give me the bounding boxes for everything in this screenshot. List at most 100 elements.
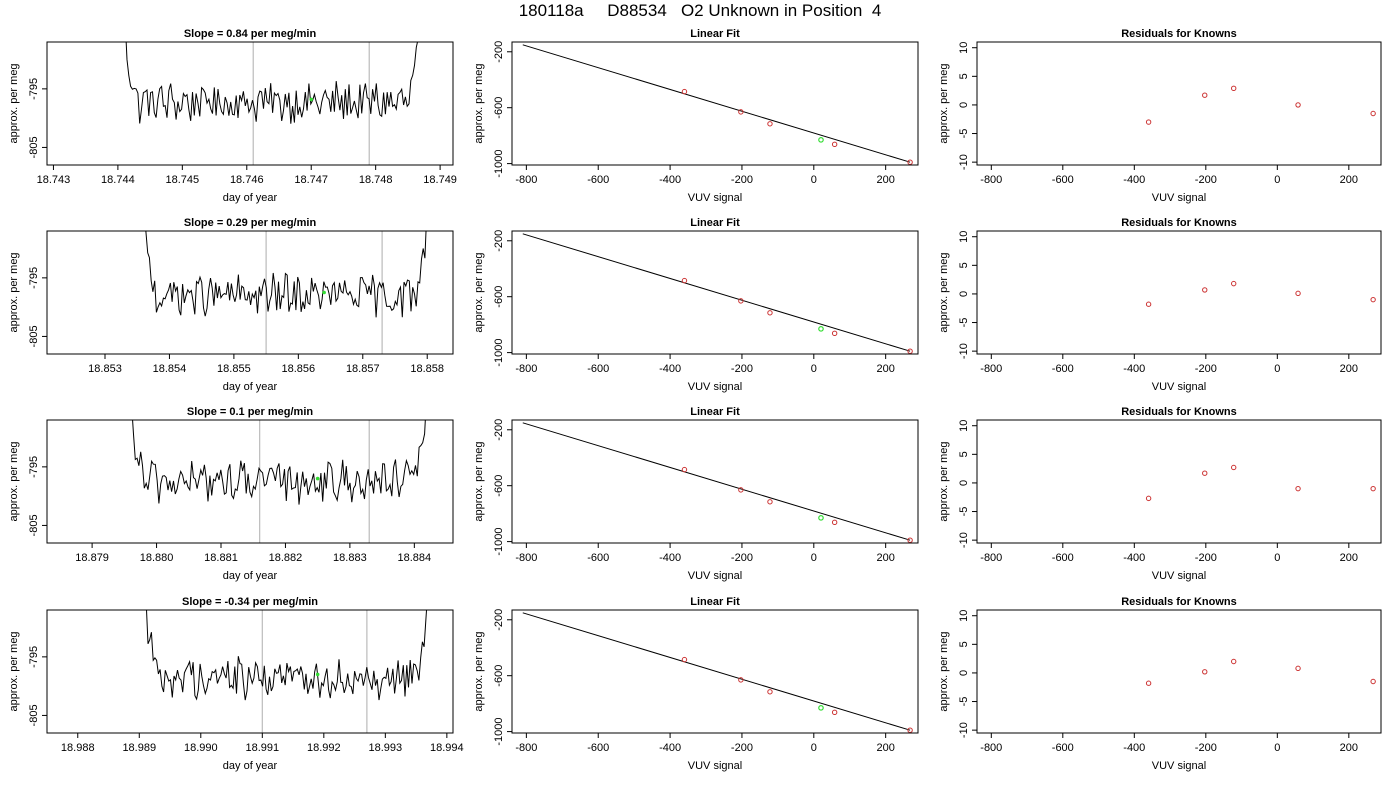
known-point <box>907 348 913 354</box>
x-tick-label: -600 <box>1052 552 1074 564</box>
y-tick-label: 0 <box>958 480 970 486</box>
plot-area <box>1145 464 1376 502</box>
y-tick-label: -200 <box>493 230 505 252</box>
x-tick-label: 18.747 <box>294 174 328 186</box>
unknown-point <box>818 326 824 332</box>
unknown-point <box>315 672 320 677</box>
panel-title: Slope = 0.1 per meg/min <box>187 406 314 418</box>
y-tick-label: -10 <box>958 722 970 738</box>
x-tick-label: 18.882 <box>269 552 303 564</box>
y-axis-label: approx. per meg <box>473 252 485 332</box>
y-tick-label: -600 <box>493 97 505 119</box>
residual-point <box>1231 464 1237 471</box>
x-axis-label: VUV signal <box>1152 381 1206 393</box>
unknown-point <box>818 515 824 521</box>
known-point <box>681 656 688 663</box>
x-axis-label: VUV signal <box>688 760 742 772</box>
x-tick-label: -600 <box>587 552 609 564</box>
panel-frame <box>511 41 919 166</box>
panel-4-1: Slope = -0.34 per meg/min 18.988 18.989 18.… <box>8 596 464 772</box>
x-tick-label: 0 <box>811 552 817 564</box>
panel-frame <box>46 230 454 355</box>
signal-trace <box>146 610 428 701</box>
y-axis-label: approx. per meg <box>473 631 485 711</box>
y-tick-label: -200 <box>493 419 505 441</box>
x-tick-label: 0 <box>811 363 817 375</box>
plot-area <box>522 44 913 165</box>
residual-point <box>1202 287 1208 293</box>
x-tick-label: -800 <box>515 742 537 754</box>
plot-area <box>1145 280 1376 307</box>
residual-point <box>1370 485 1376 492</box>
unknown-point <box>818 705 824 711</box>
panel-title: Slope = 0.29 per meg/min <box>184 217 317 229</box>
x-tick-label: 18.746 <box>230 174 264 186</box>
x-tick-label: -200 <box>731 363 753 375</box>
x-tick-label: 0 <box>811 174 817 186</box>
y-tick-label: 0 <box>958 670 970 676</box>
x-tick-label: 18.855 <box>217 363 251 375</box>
x-tick-label: -400 <box>659 363 681 375</box>
panel-2-2: Linear Fit -800 -600 -400 -200 0 200 -1000 -600 -… <box>473 217 919 393</box>
unknown-point <box>315 476 320 481</box>
y-tick-label: -805 <box>28 704 40 726</box>
plot-area <box>132 420 426 543</box>
x-tick-label: -400 <box>659 174 681 186</box>
residual-point <box>1145 680 1152 686</box>
plot-area <box>522 612 913 733</box>
panel-frame <box>976 609 1382 734</box>
y-tick-label: -795 <box>28 646 40 668</box>
y-tick-label: -600 <box>493 286 505 308</box>
x-tick-label: 18.879 <box>75 552 109 564</box>
residual-point <box>1202 669 1208 675</box>
x-tick-label: -600 <box>587 363 609 375</box>
x-axis-label: VUV signal <box>688 192 742 204</box>
x-tick-label: 200 <box>1340 174 1358 186</box>
x-tick-label: -600 <box>1052 174 1074 186</box>
x-tick-label: -800 <box>980 174 1002 186</box>
panel-1-3: Residuals for Knowns -800 -600 -400 -200 0 200… <box>938 28 1382 204</box>
x-tick-label: 200 <box>1340 552 1358 564</box>
x-tick-label: -200 <box>731 552 753 564</box>
x-tick-label: -200 <box>1195 552 1217 564</box>
x-tick-label: 18.748 <box>359 174 393 186</box>
panel-title: Residuals for Knowns <box>1121 217 1237 229</box>
x-tick-label: 0 <box>1274 742 1280 754</box>
known-point <box>831 519 838 526</box>
x-tick-label: -200 <box>1195 742 1217 754</box>
panel-2-1: Slope = 0.29 per meg/min 18.853 18.854 18.8… <box>8 217 454 393</box>
x-tick-label: 18.994 <box>430 742 464 754</box>
panel-frame <box>976 230 1382 355</box>
residual-point <box>1370 110 1376 117</box>
x-tick-label: -800 <box>980 742 1002 754</box>
x-tick-label: 18.745 <box>166 174 200 186</box>
figure-title: 180118a D88534 O2 Unknown in Position 4 <box>518 1 882 20</box>
y-tick-label: 0 <box>958 102 970 108</box>
x-tick-label: 0 <box>1274 363 1280 375</box>
fit-line <box>522 422 911 541</box>
x-tick-label: 200 <box>876 742 894 754</box>
y-tick-label: -795 <box>28 78 40 100</box>
x-tick-label: -600 <box>1052 742 1074 754</box>
x-tick-label: 0 <box>811 742 817 754</box>
known-point <box>681 88 688 95</box>
plot-area <box>145 231 427 354</box>
residual-point <box>1145 119 1152 125</box>
x-axis-label: day of year <box>223 570 278 582</box>
known-point <box>738 487 744 493</box>
x-tick-label: 18.749 <box>423 174 457 186</box>
y-tick-label: -1000 <box>493 718 505 746</box>
y-tick-label: 10 <box>958 420 970 432</box>
x-tick-label: 18.988 <box>61 742 95 754</box>
known-point <box>831 141 838 148</box>
x-tick-label: -400 <box>1123 174 1145 186</box>
panel-title: Slope = 0.84 per meg/min <box>184 28 317 40</box>
x-tick-label: -400 <box>1123 363 1145 375</box>
x-axis-label: VUV signal <box>1152 760 1206 772</box>
panel-frame <box>46 419 454 544</box>
y-axis-label: approx. per meg <box>8 252 20 332</box>
y-tick-label: 5 <box>958 641 970 647</box>
residual-point <box>1145 301 1152 307</box>
fit-line <box>522 233 911 352</box>
